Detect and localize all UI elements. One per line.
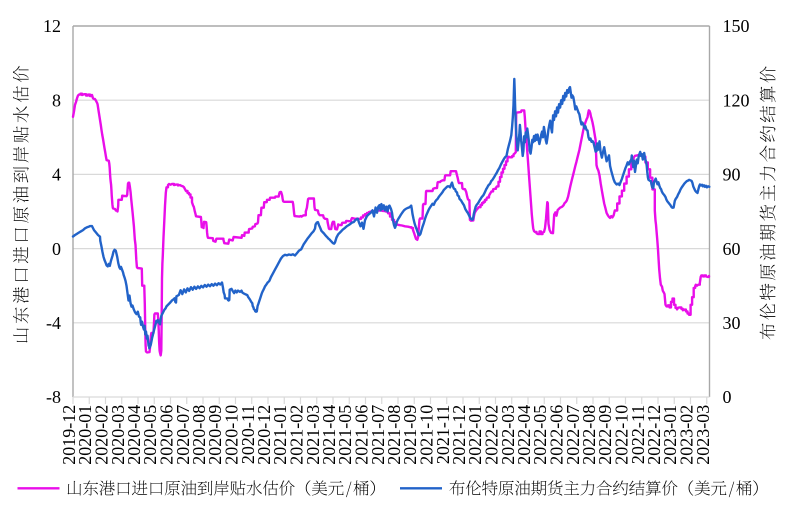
svg-text:0: 0 — [52, 239, 61, 259]
svg-text:2021-07: 2021-07 — [368, 405, 388, 465]
svg-text:-4: -4 — [46, 313, 61, 333]
svg-text:2020-06: 2020-06 — [157, 405, 177, 465]
svg-text:2021-09: 2021-09 — [400, 405, 420, 465]
svg-text:2020-12: 2020-12 — [254, 405, 274, 465]
svg-text:2022-11: 2022-11 — [628, 405, 648, 464]
svg-text:2020-01: 2020-01 — [75, 405, 95, 465]
svg-text:-8: -8 — [46, 387, 61, 407]
svg-text:2020-11: 2020-11 — [238, 405, 258, 464]
svg-text:2020-02: 2020-02 — [92, 405, 112, 465]
svg-text:2020-09: 2020-09 — [205, 405, 225, 465]
svg-text:2022-02: 2022-02 — [482, 405, 502, 465]
svg-text:2022-12: 2022-12 — [644, 405, 664, 465]
svg-text:2022-08: 2022-08 — [579, 405, 599, 465]
svg-text:2020-03: 2020-03 — [108, 405, 128, 465]
svg-text:60: 60 — [723, 239, 741, 259]
svg-text:12: 12 — [43, 16, 61, 36]
svg-text:2023-02: 2023-02 — [677, 405, 697, 465]
svg-text:2021-05: 2021-05 — [335, 405, 355, 465]
svg-text:2021-12: 2021-12 — [449, 405, 469, 465]
svg-text:2022-01: 2022-01 — [465, 405, 485, 465]
svg-text:120: 120 — [723, 90, 750, 110]
svg-text:2020-04: 2020-04 — [124, 405, 144, 465]
svg-text:90: 90 — [723, 165, 741, 185]
svg-text:2021-04: 2021-04 — [319, 405, 339, 465]
svg-text:0: 0 — [723, 387, 732, 407]
svg-text:2020-08: 2020-08 — [189, 405, 209, 465]
svg-text:4: 4 — [52, 165, 61, 185]
svg-text:2021-10: 2021-10 — [417, 405, 437, 465]
svg-text:2022-04: 2022-04 — [514, 405, 534, 465]
svg-text:2019-12: 2019-12 — [59, 405, 79, 465]
svg-text:30: 30 — [723, 313, 741, 333]
svg-text:2020-07: 2020-07 — [173, 405, 193, 465]
svg-text:2020-05: 2020-05 — [140, 405, 160, 465]
svg-text:2022-10: 2022-10 — [612, 405, 632, 465]
svg-text:2021-02: 2021-02 — [287, 405, 307, 465]
svg-text:2022-05: 2022-05 — [530, 405, 550, 465]
svg-text:2022-06: 2022-06 — [547, 405, 567, 465]
svg-text:2020-10: 2020-10 — [222, 405, 242, 465]
svg-text:2021-11: 2021-11 — [433, 405, 453, 464]
svg-text:2023-03: 2023-03 — [693, 405, 713, 465]
svg-text:2023-01: 2023-01 — [660, 405, 680, 465]
svg-text:2021-06: 2021-06 — [352, 405, 372, 465]
svg-text:2022-09: 2022-09 — [595, 405, 615, 465]
svg-text:2021-08: 2021-08 — [384, 405, 404, 465]
svg-text:150: 150 — [723, 16, 750, 36]
svg-text:2022-03: 2022-03 — [498, 405, 518, 465]
svg-text:2021-03: 2021-03 — [303, 405, 323, 465]
svg-text:2022-07: 2022-07 — [563, 405, 583, 465]
svg-text:8: 8 — [52, 90, 61, 110]
svg-text:2021-01: 2021-01 — [270, 405, 290, 465]
